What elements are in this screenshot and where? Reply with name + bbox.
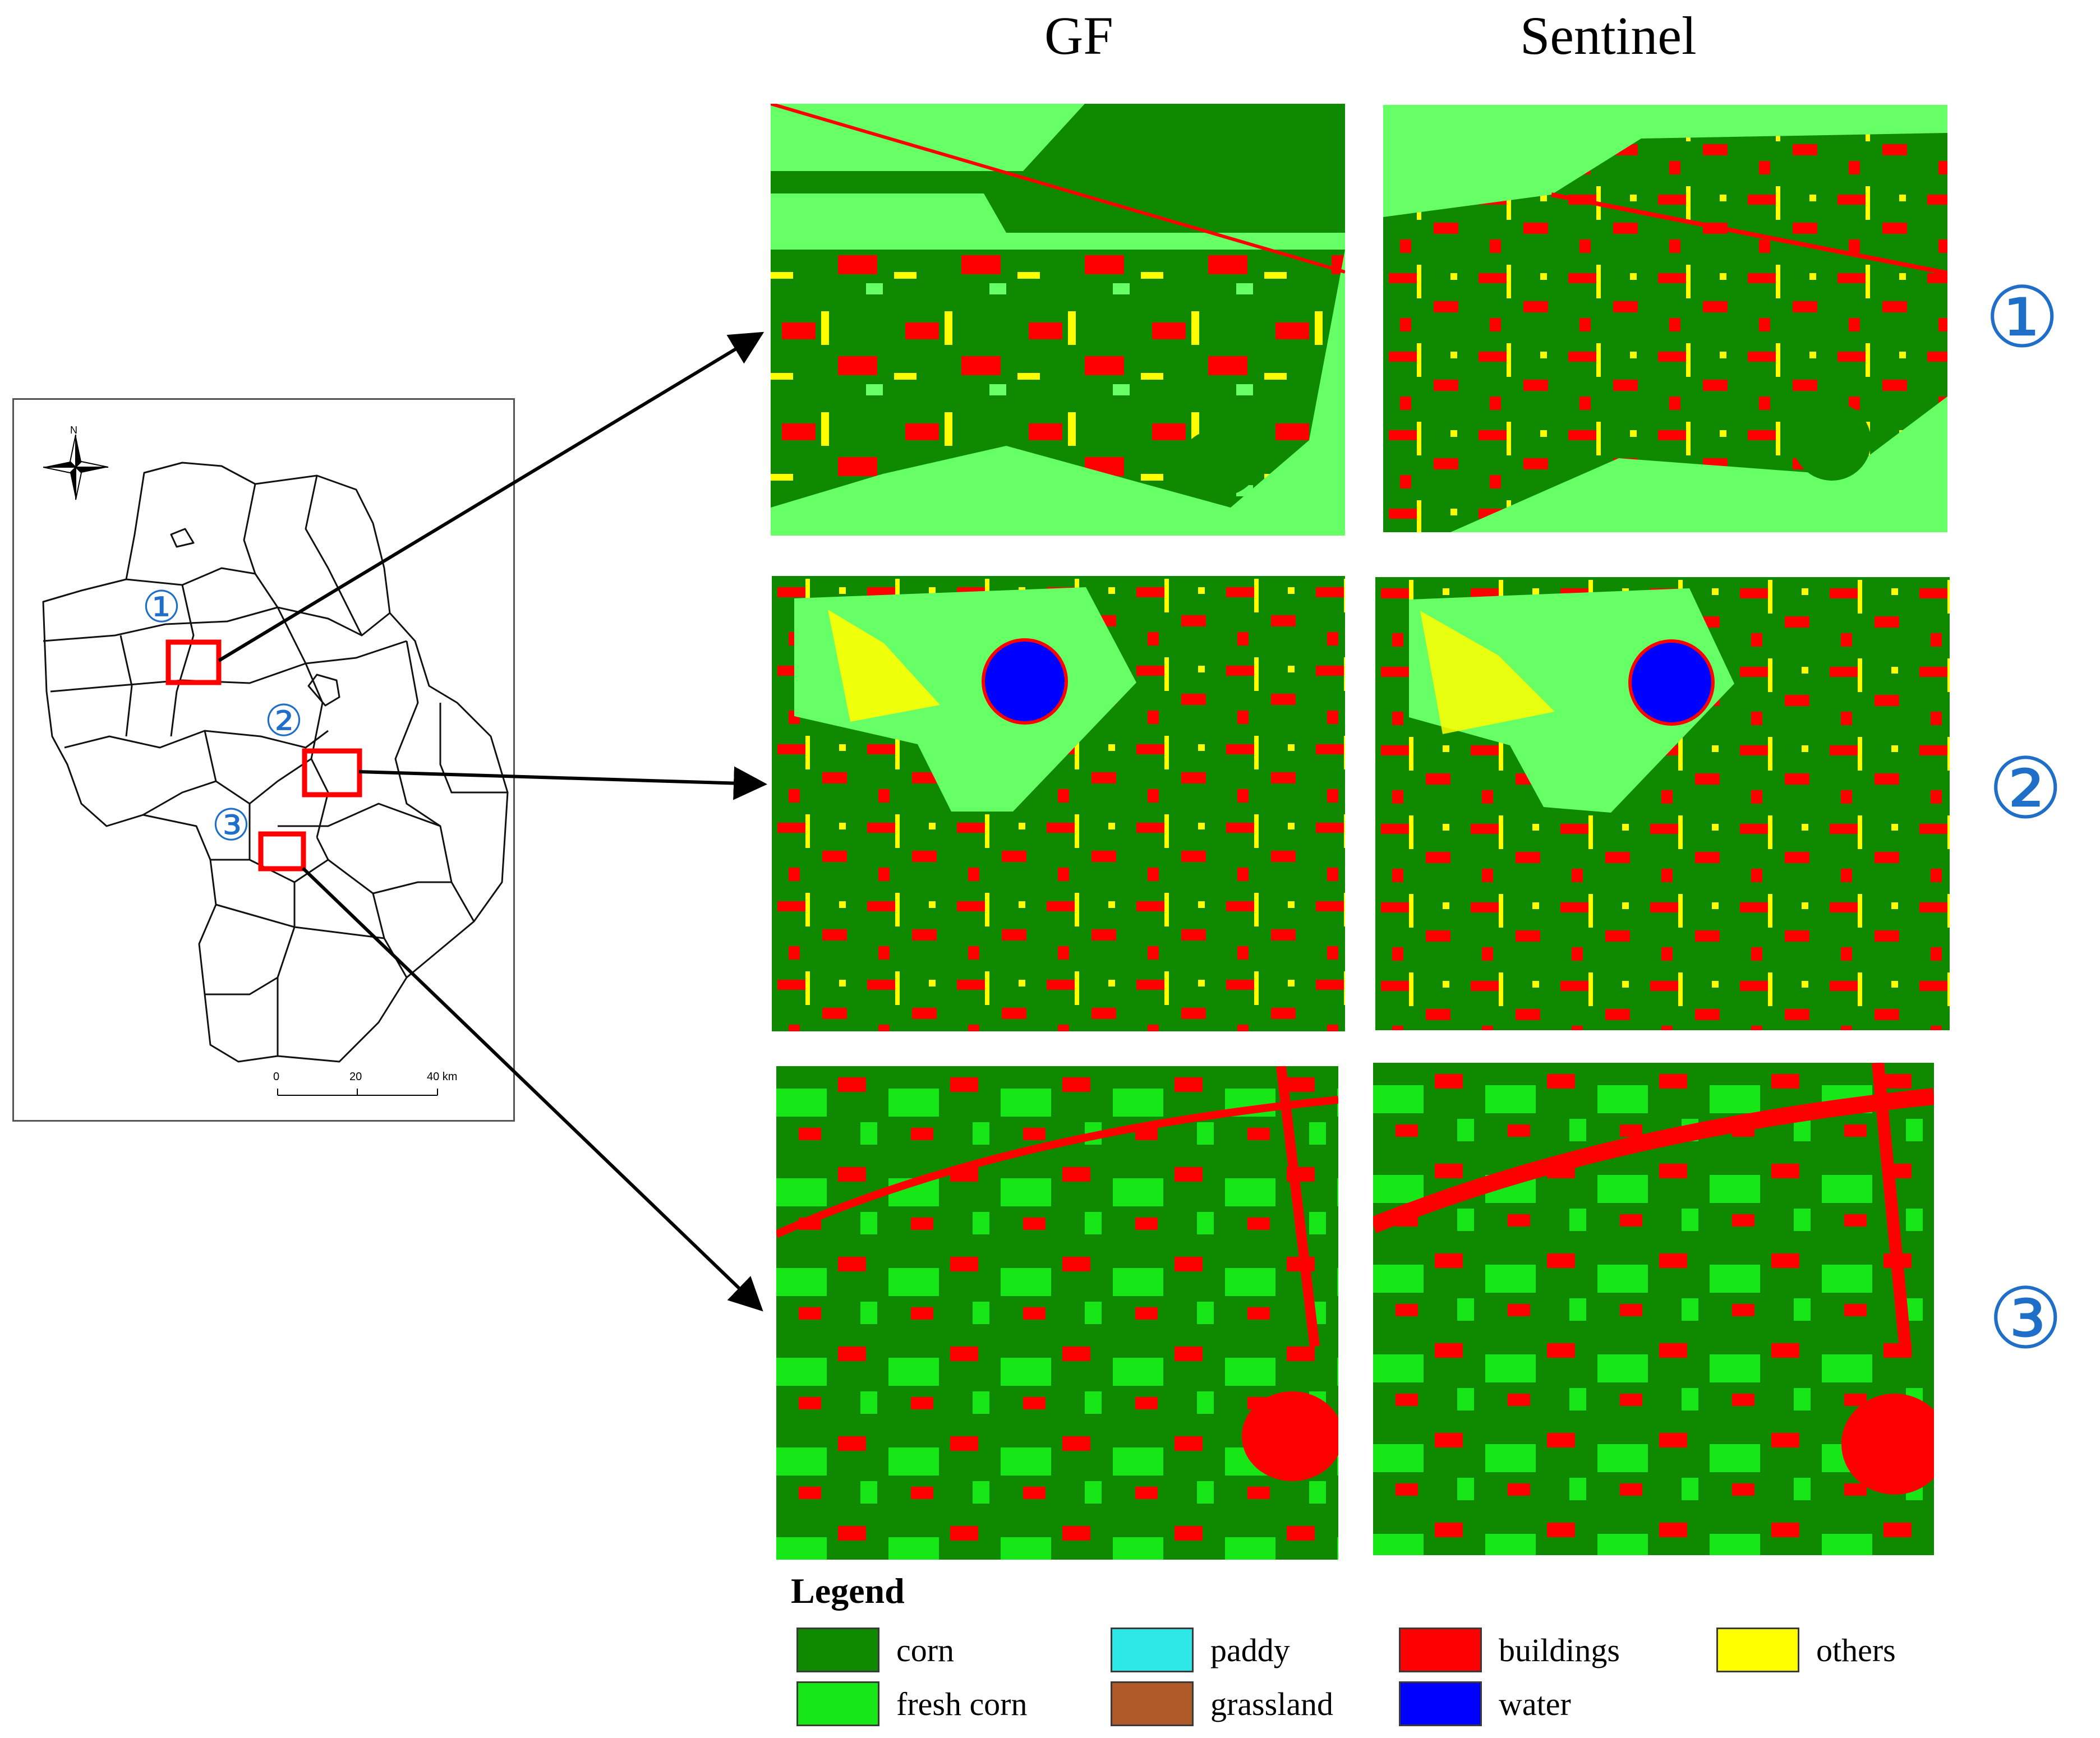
arrow-region-1 bbox=[218, 331, 765, 662]
scale-bar bbox=[277, 1089, 438, 1096]
legend-item-paddy: paddy bbox=[1111, 1628, 1290, 1672]
legend-label-paddy: paddy bbox=[1210, 1631, 1290, 1668]
study-area-box-1 bbox=[165, 639, 222, 685]
legend-swatch-paddy bbox=[1111, 1628, 1194, 1672]
legend-label-others: others bbox=[1816, 1631, 1896, 1668]
panel-sentinel-region-3 bbox=[1373, 1063, 1934, 1555]
overview-marker-3: ③ bbox=[211, 800, 251, 851]
legend-swatch-water bbox=[1399, 1681, 1482, 1726]
legend-label-buildings: buildings bbox=[1499, 1631, 1620, 1668]
legend-swatch-grassland bbox=[1111, 1681, 1194, 1726]
overview-map: N 0 20 40 km ① ② ③ bbox=[12, 398, 515, 1122]
region-marker-1: ① bbox=[1984, 269, 2060, 367]
scale-label-40: 40 km bbox=[427, 1071, 458, 1083]
legend-item-others: others bbox=[1716, 1628, 1896, 1672]
legend-label-grassland: grassland bbox=[1210, 1685, 1334, 1722]
region-marker-3: ③ bbox=[1988, 1270, 2064, 1368]
region-marker-2: ② bbox=[1988, 740, 2064, 838]
arrow-region-2 bbox=[358, 766, 767, 800]
gf-column-title: GF bbox=[1044, 6, 1113, 66]
legend-swatch-fresh-corn bbox=[796, 1681, 879, 1726]
legend-item-grassland: grassland bbox=[1111, 1681, 1333, 1726]
scale-label-20: 20 bbox=[349, 1071, 362, 1083]
overview-marker-1: ① bbox=[142, 582, 181, 633]
legend-item-water: water bbox=[1399, 1681, 1571, 1726]
study-area-boxes bbox=[165, 639, 362, 872]
legend-item-corn: corn bbox=[796, 1628, 954, 1672]
legend-item-buildings: buildings bbox=[1399, 1628, 1620, 1672]
legend-label-water: water bbox=[1499, 1685, 1571, 1722]
legend-swatch-corn bbox=[796, 1628, 879, 1672]
legend-title: Legend bbox=[791, 1571, 905, 1611]
panel-gf-region-1 bbox=[771, 104, 1345, 536]
sentinel-column-title: Sentinel bbox=[1520, 6, 1697, 66]
overview-marker-2: ② bbox=[264, 696, 303, 746]
panel-gf-region-3 bbox=[776, 1066, 1338, 1560]
panel-sentinel-region-2 bbox=[1375, 577, 1950, 1030]
legend-item-fresh-corn: fresh corn bbox=[796, 1681, 1028, 1726]
study-area-box-3 bbox=[258, 831, 306, 872]
panel-gf-region-2 bbox=[772, 576, 1345, 1031]
legend-swatch-others bbox=[1716, 1628, 1799, 1672]
district-boundaries bbox=[42, 434, 509, 1096]
panel-sentinel-region-1 bbox=[1383, 105, 1947, 532]
scale-label-0: 0 bbox=[273, 1071, 280, 1083]
arrow-region-3 bbox=[301, 866, 763, 1312]
legend-swatch-buildings bbox=[1399, 1628, 1482, 1672]
compass-icon bbox=[43, 434, 109, 500]
north-label: N bbox=[70, 425, 77, 436]
legend-label-fresh-corn: fresh corn bbox=[896, 1685, 1028, 1722]
legend-label-corn: corn bbox=[896, 1631, 955, 1668]
